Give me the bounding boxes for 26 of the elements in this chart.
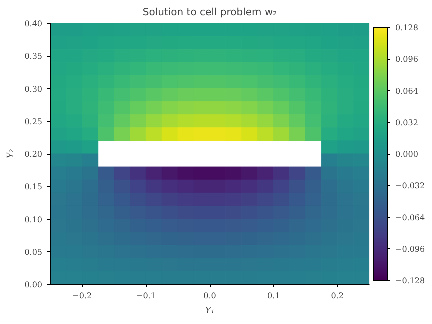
y-tick-label: 0.40 [24, 20, 42, 28]
x-tick-label: 0.2 [331, 292, 344, 300]
color-bar-label: −0.128 [396, 276, 426, 286]
color-bar-label: −0.032 [396, 182, 426, 191]
x-tick-label: −0.1 [136, 292, 156, 300]
y-tick-label: 0.10 [24, 215, 42, 224]
x-tick-label: 0.1 [267, 292, 280, 300]
y-tick-label: 0.25 [24, 117, 42, 126]
y-tick-label: 0.00 [24, 280, 42, 290]
y-tick-label: 0.05 [24, 248, 42, 257]
color-bar-label: −0.064 [396, 213, 426, 222]
color-bar-label: 0.096 [396, 55, 418, 64]
color-bar-label: 0.000 [396, 150, 418, 159]
color-bar-label: 0.032 [396, 118, 418, 128]
y-axis-title: Y₂ [6, 148, 17, 159]
y-tick-label: 0.15 [24, 182, 42, 192]
x-axis-title: Y₁ [205, 306, 215, 316]
y-tick-label: 0.35 [24, 52, 42, 62]
color-bar-label: −0.096 [396, 244, 426, 254]
chart-title: Solution to cell problem w₂ [142, 8, 278, 18]
x-tick-label: 0.0 [204, 292, 216, 300]
y-tick-label: 0.20 [24, 150, 42, 159]
y-tick-label: 0.30 [24, 84, 42, 94]
color-bar-label: 0.064 [396, 86, 418, 96]
x-tick-label: −0.2 [72, 292, 92, 300]
color-bar-label: 0.128 [396, 24, 418, 32]
